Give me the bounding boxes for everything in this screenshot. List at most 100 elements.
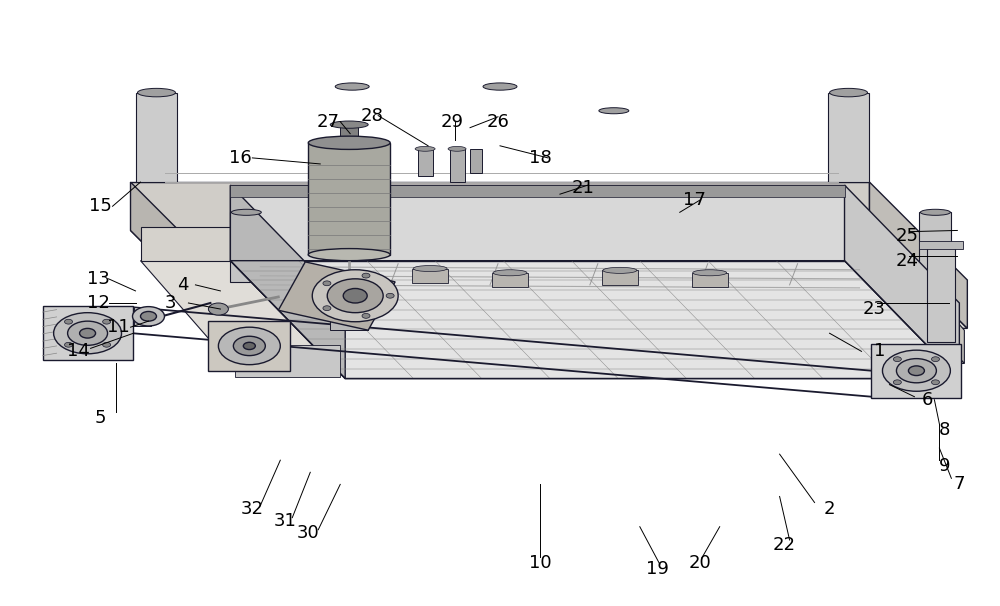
Bar bbox=[230, 212, 262, 282]
Text: 11: 11 bbox=[107, 318, 130, 336]
Text: 2: 2 bbox=[824, 499, 835, 518]
Circle shape bbox=[65, 319, 73, 324]
Circle shape bbox=[103, 319, 111, 324]
Circle shape bbox=[386, 293, 394, 298]
Ellipse shape bbox=[308, 248, 390, 261]
Ellipse shape bbox=[231, 209, 261, 215]
Bar bbox=[871, 344, 961, 398]
Circle shape bbox=[931, 380, 939, 385]
Polygon shape bbox=[278, 262, 395, 330]
Text: 25: 25 bbox=[896, 227, 919, 245]
Ellipse shape bbox=[599, 108, 629, 114]
Text: 28: 28 bbox=[361, 107, 384, 125]
Circle shape bbox=[893, 357, 901, 362]
Ellipse shape bbox=[308, 136, 390, 150]
Text: 10: 10 bbox=[529, 554, 551, 572]
Text: 3: 3 bbox=[165, 294, 176, 312]
Circle shape bbox=[908, 366, 924, 376]
Bar bbox=[43, 306, 133, 361]
Text: 22: 22 bbox=[773, 536, 796, 554]
Circle shape bbox=[362, 273, 370, 278]
Polygon shape bbox=[131, 182, 228, 328]
Text: 7: 7 bbox=[954, 475, 965, 493]
Polygon shape bbox=[230, 185, 345, 379]
Bar bbox=[134, 307, 151, 326]
Circle shape bbox=[140, 311, 156, 321]
Polygon shape bbox=[235, 345, 340, 377]
Text: 24: 24 bbox=[896, 251, 919, 270]
Circle shape bbox=[103, 342, 111, 347]
Text: 19: 19 bbox=[646, 560, 669, 578]
Bar bbox=[412, 268, 448, 283]
Bar bbox=[208, 321, 290, 371]
Ellipse shape bbox=[830, 88, 867, 97]
Bar bbox=[492, 273, 528, 287]
Polygon shape bbox=[869, 182, 967, 328]
Ellipse shape bbox=[413, 265, 447, 271]
Circle shape bbox=[243, 342, 255, 350]
Bar bbox=[919, 212, 951, 282]
Circle shape bbox=[893, 380, 901, 385]
Polygon shape bbox=[845, 185, 959, 379]
Bar bbox=[828, 93, 869, 182]
Ellipse shape bbox=[693, 270, 727, 276]
Polygon shape bbox=[230, 185, 845, 261]
Ellipse shape bbox=[483, 83, 517, 90]
Text: 23: 23 bbox=[863, 300, 886, 318]
Bar bbox=[330, 319, 368, 330]
Circle shape bbox=[343, 288, 367, 303]
Ellipse shape bbox=[330, 121, 368, 128]
Polygon shape bbox=[874, 227, 964, 364]
Text: 14: 14 bbox=[67, 342, 90, 361]
Text: 32: 32 bbox=[241, 499, 264, 518]
Circle shape bbox=[323, 281, 331, 285]
Text: 18: 18 bbox=[529, 149, 551, 167]
Ellipse shape bbox=[603, 267, 637, 273]
Bar bbox=[927, 245, 955, 342]
Bar bbox=[308, 143, 390, 255]
Text: 5: 5 bbox=[95, 409, 106, 427]
Bar bbox=[692, 273, 728, 287]
Circle shape bbox=[218, 327, 280, 365]
Polygon shape bbox=[131, 182, 869, 230]
Ellipse shape bbox=[335, 83, 369, 90]
Text: 30: 30 bbox=[297, 524, 320, 542]
Circle shape bbox=[312, 270, 398, 322]
Circle shape bbox=[80, 328, 96, 338]
Text: 26: 26 bbox=[487, 113, 509, 131]
Ellipse shape bbox=[448, 147, 466, 152]
Bar bbox=[470, 149, 482, 173]
Bar bbox=[340, 125, 358, 143]
Text: 15: 15 bbox=[89, 198, 112, 215]
Circle shape bbox=[68, 321, 108, 345]
Text: 21: 21 bbox=[571, 179, 594, 197]
Bar bbox=[919, 241, 963, 248]
Polygon shape bbox=[141, 261, 964, 364]
Circle shape bbox=[65, 342, 73, 347]
Ellipse shape bbox=[493, 270, 527, 276]
Circle shape bbox=[327, 279, 383, 313]
Circle shape bbox=[931, 357, 939, 362]
Text: 17: 17 bbox=[683, 191, 706, 209]
Circle shape bbox=[233, 336, 265, 356]
Text: 29: 29 bbox=[441, 113, 464, 131]
Text: 1: 1 bbox=[874, 342, 885, 361]
Text: 13: 13 bbox=[87, 270, 110, 288]
Ellipse shape bbox=[920, 209, 950, 215]
Bar bbox=[136, 93, 177, 182]
Circle shape bbox=[362, 313, 370, 318]
Text: 20: 20 bbox=[688, 554, 711, 572]
Bar bbox=[418, 149, 433, 176]
Ellipse shape bbox=[415, 147, 435, 152]
Circle shape bbox=[54, 313, 122, 354]
Text: 9: 9 bbox=[939, 458, 950, 475]
Circle shape bbox=[882, 350, 950, 391]
Bar bbox=[450, 149, 465, 182]
Text: 31: 31 bbox=[274, 511, 297, 530]
Text: 4: 4 bbox=[177, 276, 188, 294]
Circle shape bbox=[208, 303, 228, 315]
Text: 6: 6 bbox=[922, 391, 933, 408]
Text: 8: 8 bbox=[939, 421, 950, 439]
Bar bbox=[602, 270, 638, 285]
Circle shape bbox=[133, 307, 164, 326]
